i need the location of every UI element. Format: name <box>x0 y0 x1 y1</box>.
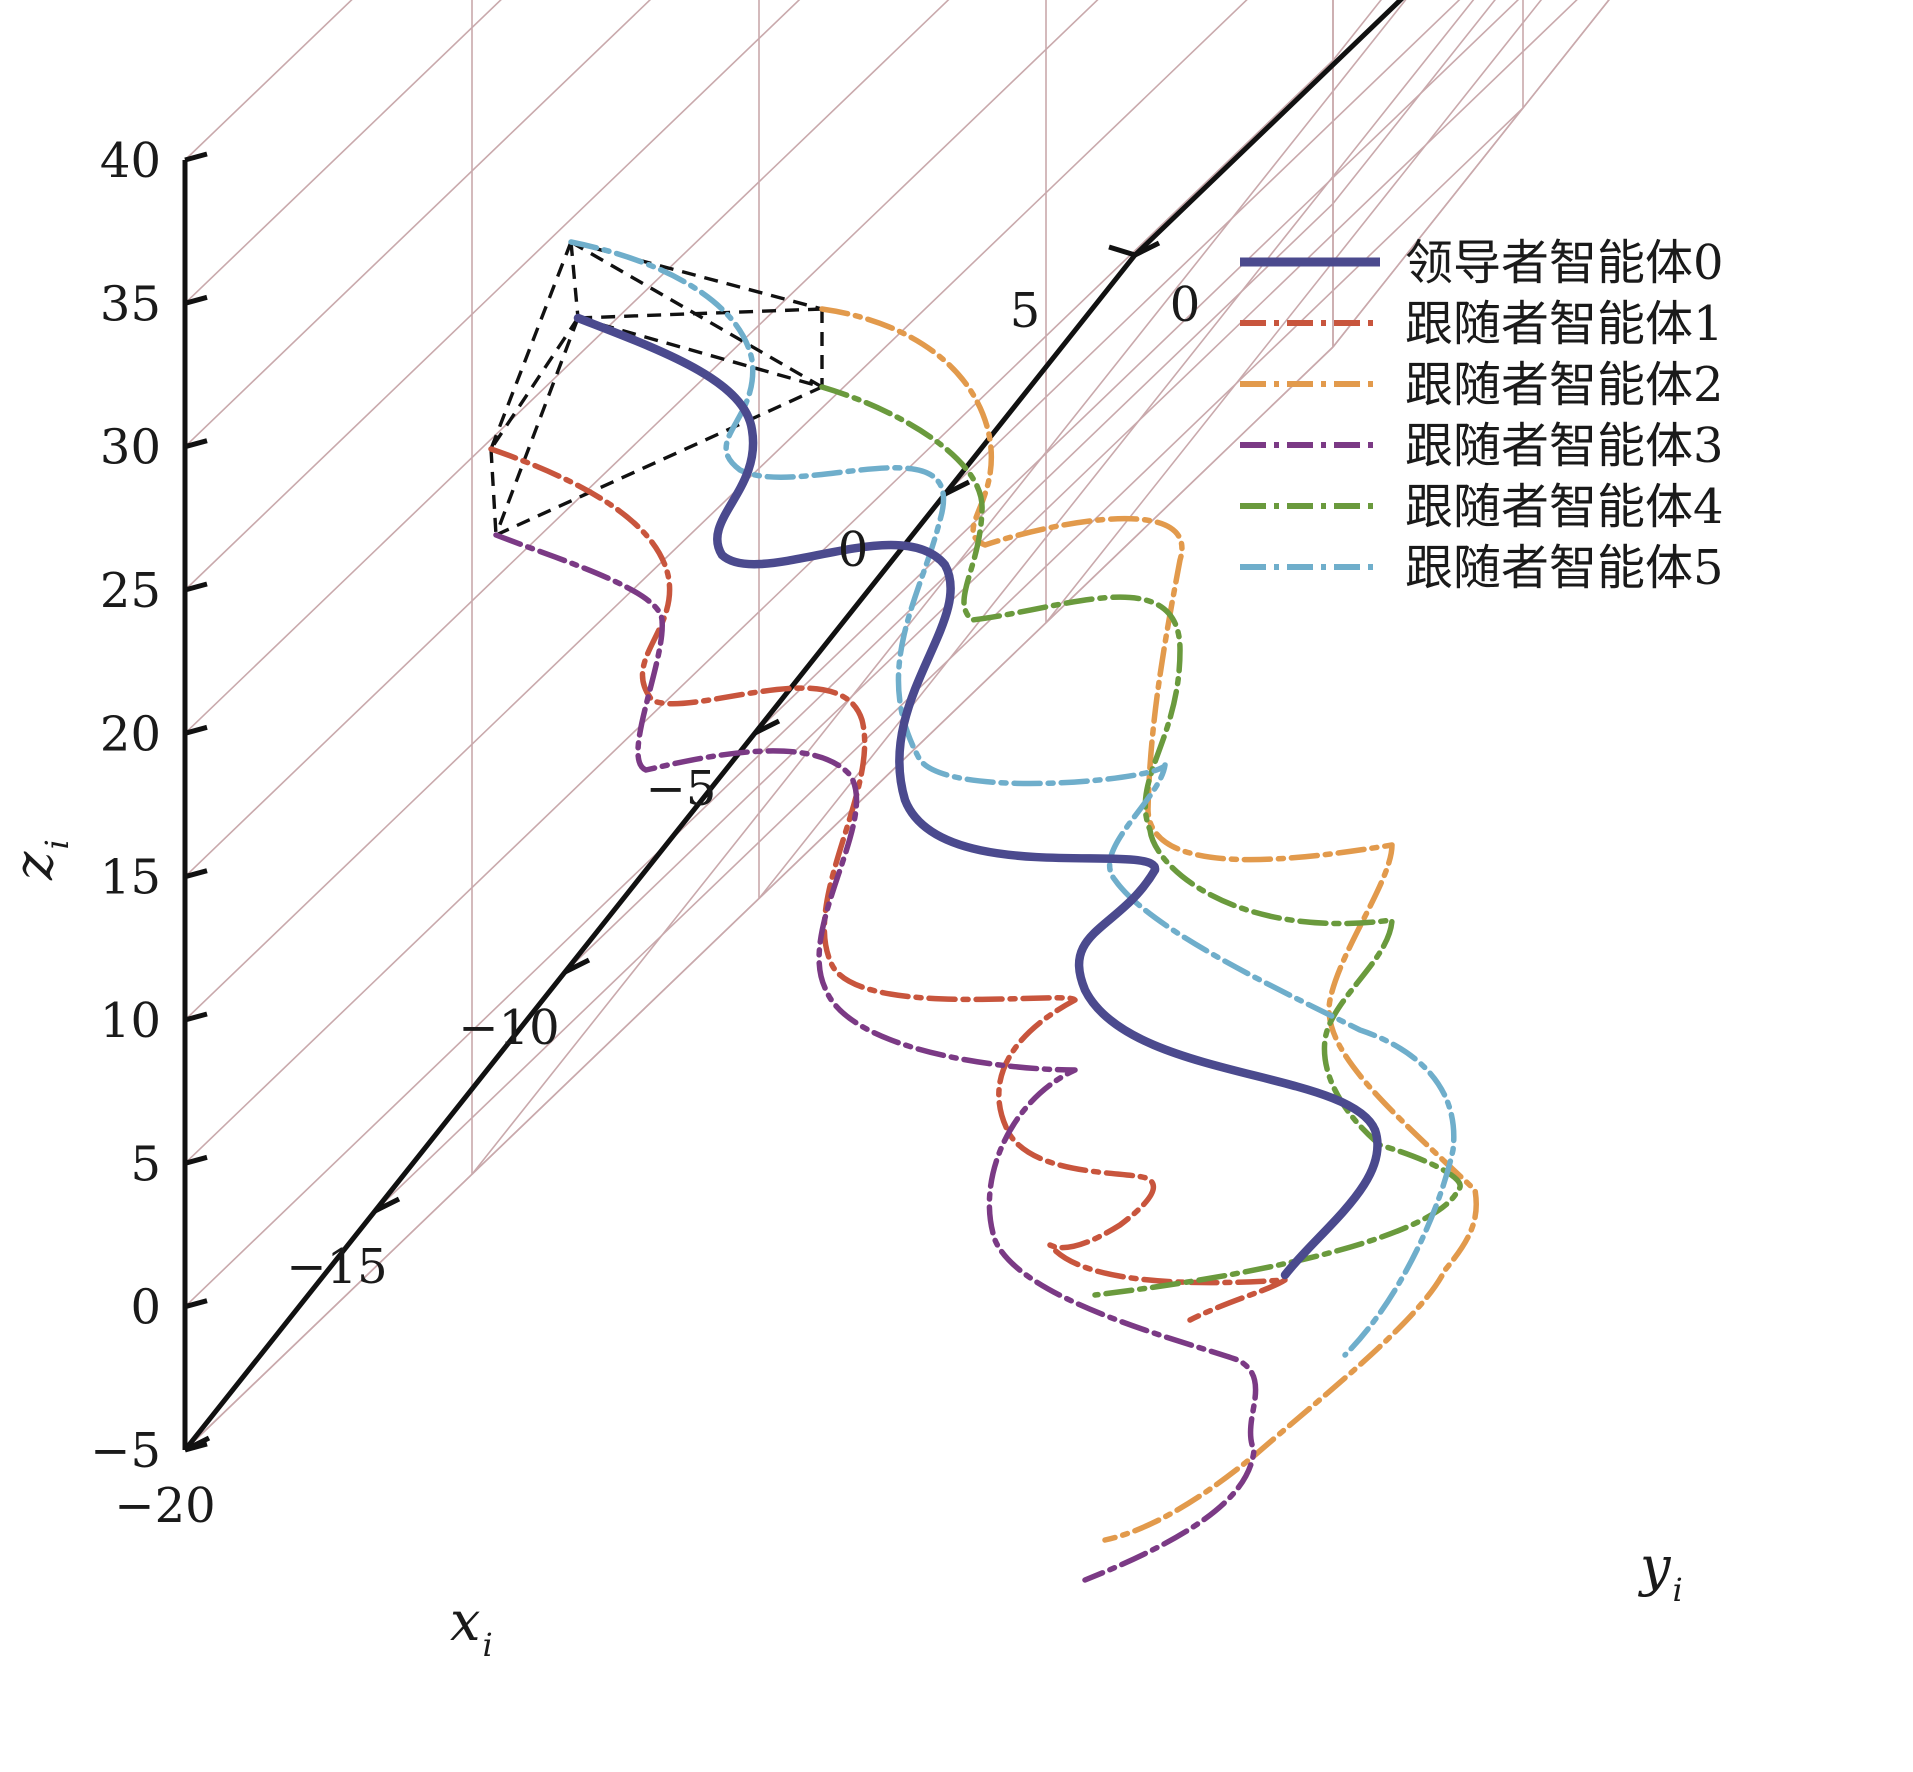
legend-label-4: 跟随者智能体4 <box>1405 479 1724 535</box>
grid-line-left-wall <box>184 0 652 448</box>
x-axis-label: xi <box>450 1590 493 1664</box>
z-tick <box>184 438 208 450</box>
legend: 领导者智能体0跟随者智能体1跟随者智能体2跟随者智能体3跟随者智能体4跟随者智能… <box>1240 235 1724 596</box>
y-tick-label: 0 <box>1170 277 1201 333</box>
z-tick <box>184 294 208 306</box>
formation-edge <box>577 307 823 320</box>
z-tick-label: 10 <box>100 993 161 1049</box>
x-axis-line <box>183 253 1137 1452</box>
x-tick-label: −15 <box>286 1239 387 1295</box>
formation-polyhedron <box>489 240 824 537</box>
grid-line-floor <box>1332 0 1610 348</box>
x-tick <box>1133 240 1161 258</box>
z-tick-label: 15 <box>100 850 161 906</box>
x-tick-label: −5 <box>646 761 717 817</box>
grid-lines <box>184 0 1610 1451</box>
series-line-1 <box>488 446 1288 1323</box>
series-lines <box>488 239 1479 1583</box>
z-tick <box>184 1011 208 1023</box>
formation-edge <box>495 385 823 537</box>
x-tick-label: 5 <box>1010 283 1041 339</box>
grid-line-floor <box>1134 0 1402 256</box>
x-tick <box>753 718 781 736</box>
z-tick-label: −5 <box>90 1423 161 1479</box>
y-axis-line <box>1133 0 1405 257</box>
grid-line-back-wall <box>1332 0 1496 205</box>
z-tick-label: 30 <box>100 420 161 476</box>
legend-label-3: 跟随者智能体3 <box>1405 418 1724 474</box>
x-tick-label: 0 <box>838 522 869 578</box>
formation-edge <box>489 448 498 536</box>
legend-label-5: 跟随者智能体5 <box>1405 540 1724 596</box>
z-tick <box>184 724 208 736</box>
z-tick <box>184 581 208 593</box>
grid-line-floor <box>1045 0 1543 624</box>
z-tick <box>184 1298 208 1310</box>
grid-line-floor <box>758 0 1475 899</box>
z-tick <box>184 151 208 163</box>
legend-label-2: 跟随者智能体2 <box>1405 357 1724 413</box>
series-line-2 <box>819 306 1479 1543</box>
z-tick-label: 25 <box>100 563 161 619</box>
x-tick <box>943 479 971 497</box>
grid-line-back-wall <box>1332 0 1610 348</box>
formation-edge <box>494 317 580 536</box>
z-tick-label: 0 <box>130 1280 161 1336</box>
series-line-5 <box>568 239 1457 1358</box>
axis-labels: xi yi zi <box>2 839 1683 1664</box>
z-tick <box>184 868 208 880</box>
y-axis-label: yi <box>1638 1535 1683 1609</box>
z-tick <box>184 1154 208 1166</box>
z-tick-label: 35 <box>100 276 161 332</box>
formation-edge <box>489 317 580 450</box>
x-tick-label: −20 <box>114 1478 215 1534</box>
grid-line-back-wall <box>1332 0 1382 61</box>
x-tick <box>373 1196 401 1214</box>
formation-edge <box>570 240 823 389</box>
formation-edge <box>489 241 573 450</box>
grid-line-floor <box>944 0 1461 495</box>
legend-label-1: 跟随者智能体1 <box>1405 296 1724 352</box>
z-tick-label: 40 <box>100 133 161 189</box>
series-line-3 <box>493 532 1259 1583</box>
axes <box>182 0 1405 1453</box>
formation-edge <box>569 241 580 319</box>
z-tick-label: 20 <box>100 706 161 762</box>
y-tick <box>1108 244 1136 258</box>
series-line-0 <box>573 313 1382 1280</box>
z-axis-label: zi <box>2 839 76 881</box>
x-tick <box>563 957 591 975</box>
z-tick-label: 5 <box>130 1136 161 1192</box>
formation-edge <box>577 316 823 389</box>
x-tick <box>183 1435 211 1453</box>
grid-line-left-wall <box>184 0 502 304</box>
legend-label-0: 领导者智能体0 <box>1405 235 1724 291</box>
series-line-4 <box>819 384 1463 1298</box>
x-tick-label: −10 <box>458 1000 559 1056</box>
formation-edge <box>570 240 823 311</box>
